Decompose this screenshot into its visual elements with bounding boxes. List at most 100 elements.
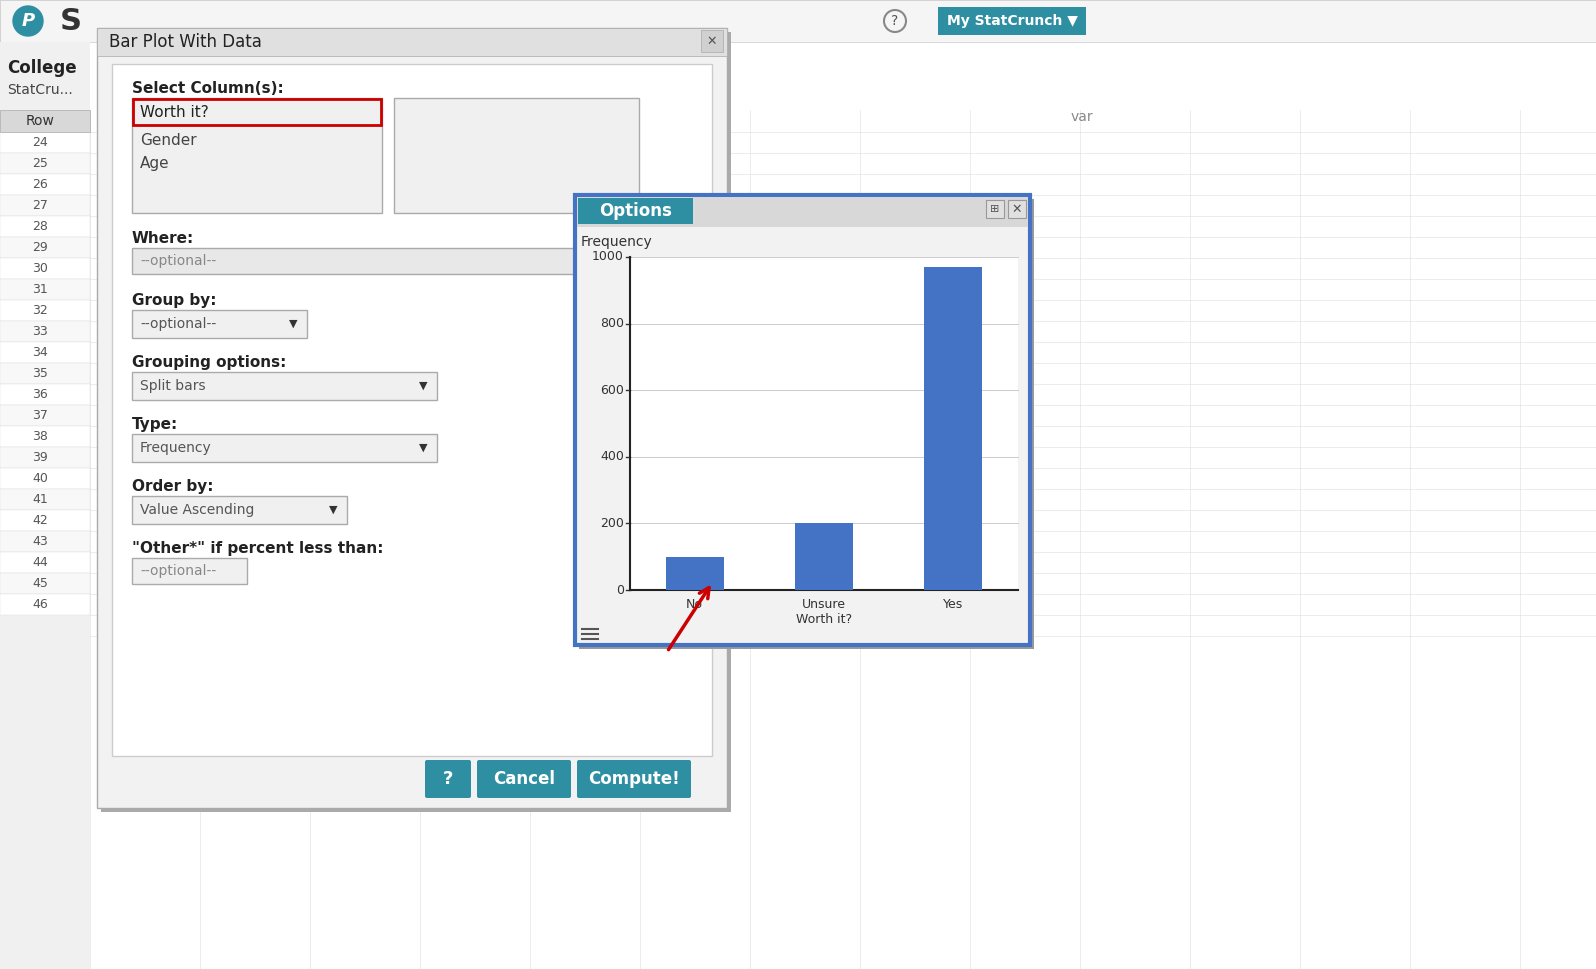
Text: ▼: ▼: [418, 443, 428, 453]
FancyBboxPatch shape: [425, 760, 471, 798]
Text: 35: 35: [32, 367, 48, 380]
Text: Value Ascending: Value Ascending: [140, 503, 254, 517]
Bar: [0, 384, 89, 405]
Bar: [795, 523, 854, 590]
FancyBboxPatch shape: [578, 760, 691, 798]
Text: 200: 200: [600, 516, 624, 530]
Text: 41: 41: [32, 493, 48, 506]
Text: StatCru...: StatCru...: [6, 83, 73, 97]
Bar: [0, 447, 89, 468]
Bar: [0, 468, 89, 489]
Text: No: No: [686, 598, 704, 611]
Bar: [97, 28, 728, 808]
FancyBboxPatch shape: [477, 760, 571, 798]
Text: statcrunch_cert3: statcrunch_cert3: [950, 13, 1079, 29]
Bar: [101, 32, 731, 812]
Text: var: var: [1071, 110, 1093, 124]
Bar: [630, 257, 1018, 590]
Bar: [132, 99, 381, 125]
Text: "Other*" if percent less than:: "Other*" if percent less than:: [132, 541, 383, 555]
Text: Grouping options:: Grouping options:: [132, 355, 286, 369]
Bar: [1009, 200, 1026, 218]
Bar: [578, 198, 693, 224]
Bar: [666, 557, 723, 590]
Text: Split bars: Split bars: [140, 379, 206, 393]
Text: 34: 34: [32, 346, 48, 359]
Text: 44: 44: [32, 556, 48, 569]
Text: 46: 46: [32, 598, 48, 611]
Bar: [0, 132, 89, 153]
Bar: [701, 30, 723, 52]
Bar: [0, 195, 89, 216]
Text: My StatCrunch ▼: My StatCrunch ▼: [946, 14, 1077, 28]
Bar: [0, 342, 89, 363]
Text: ▼: ▼: [418, 381, 428, 391]
Text: Yes: Yes: [943, 598, 964, 611]
Bar: [0, 552, 89, 573]
Bar: [0, 258, 89, 279]
Bar: [132, 98, 381, 213]
Bar: [578, 197, 1028, 227]
Text: Unsure
Worth it?: Unsure Worth it?: [796, 598, 852, 626]
Bar: [394, 98, 638, 213]
Text: ?: ?: [892, 14, 899, 28]
Text: P: P: [21, 12, 35, 30]
Text: Age: Age: [140, 155, 169, 171]
Text: 39: 39: [32, 451, 48, 464]
Text: 36: 36: [32, 388, 48, 401]
Bar: [0, 0, 1596, 42]
Bar: [0, 531, 89, 552]
Bar: [112, 64, 712, 756]
Text: --optional--: --optional--: [140, 564, 215, 578]
Text: 37: 37: [32, 409, 48, 422]
Text: Where:: Where:: [132, 231, 195, 245]
Bar: [132, 558, 247, 584]
Text: 400: 400: [600, 451, 624, 463]
Bar: [0, 216, 89, 237]
Text: Cancel: Cancel: [493, 770, 555, 788]
Bar: [0, 363, 89, 384]
Text: --optional--: --optional--: [140, 254, 215, 268]
Text: ✕: ✕: [1012, 203, 1023, 215]
Bar: [0, 300, 89, 321]
Text: 40: 40: [32, 472, 48, 485]
Text: --optional--: --optional--: [140, 317, 215, 331]
Text: Options: Options: [600, 202, 672, 220]
Text: 26: 26: [32, 178, 48, 191]
Text: College: College: [6, 59, 77, 77]
Text: 600: 600: [600, 384, 624, 396]
Bar: [0, 573, 89, 594]
Bar: [132, 372, 437, 400]
Text: 0: 0: [616, 583, 624, 597]
Text: 31: 31: [32, 283, 48, 296]
Text: 24: 24: [32, 136, 48, 149]
Bar: [132, 434, 437, 462]
Text: 42: 42: [32, 514, 48, 527]
Text: 30: 30: [32, 262, 48, 275]
Text: 43: 43: [32, 535, 48, 548]
Bar: [986, 200, 1004, 218]
Text: ▼: ▼: [289, 319, 297, 329]
Text: Group by:: Group by:: [132, 293, 217, 307]
Text: 1000: 1000: [592, 251, 624, 264]
Bar: [0, 594, 89, 615]
Bar: [0, 237, 89, 258]
Text: Order by:: Order by:: [132, 479, 214, 493]
Text: Compute!: Compute!: [587, 770, 680, 788]
Text: ▼: ▼: [329, 505, 337, 515]
Text: Select Column(s):: Select Column(s):: [132, 80, 284, 96]
Bar: [0, 174, 89, 195]
Bar: [0, 153, 89, 174]
Text: 45: 45: [32, 577, 48, 590]
Bar: [132, 310, 306, 338]
Text: S: S: [61, 7, 81, 36]
Bar: [0, 405, 89, 426]
Text: Frequency: Frequency: [581, 235, 653, 249]
Text: ?: ?: [442, 770, 453, 788]
Circle shape: [13, 6, 43, 36]
Text: 28: 28: [32, 220, 48, 233]
Text: 38: 38: [32, 430, 48, 443]
Bar: [579, 199, 1034, 649]
Text: ✕: ✕: [707, 35, 717, 47]
Text: Row: Row: [26, 114, 54, 128]
